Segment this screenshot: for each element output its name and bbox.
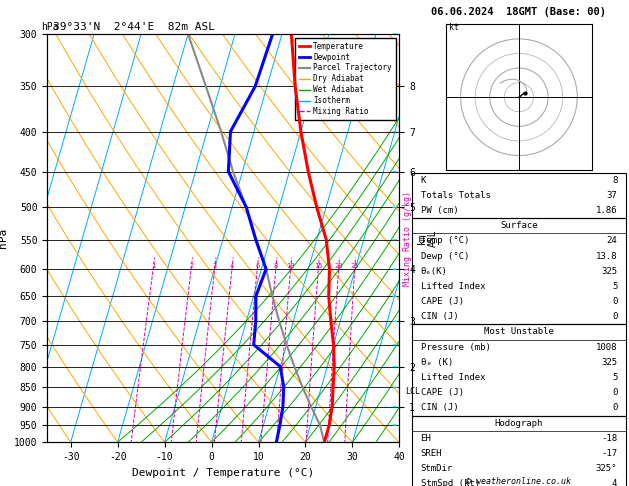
Text: K: K (421, 175, 426, 185)
Text: Lifted Index: Lifted Index (421, 282, 485, 291)
Text: -17: -17 (601, 449, 617, 458)
Text: 0: 0 (612, 403, 617, 413)
Text: 0: 0 (612, 388, 617, 397)
Text: 325: 325 (601, 267, 617, 276)
Y-axis label: hPa: hPa (0, 228, 8, 248)
Text: 37: 37 (606, 191, 617, 200)
Text: SREH: SREH (421, 449, 442, 458)
Text: Lifted Index: Lifted Index (421, 373, 485, 382)
Text: -18: -18 (601, 434, 617, 443)
Text: CAPE (J): CAPE (J) (421, 388, 464, 397)
Text: 20: 20 (335, 263, 343, 269)
Text: 3: 3 (213, 263, 217, 269)
Text: θₑ (K): θₑ (K) (421, 358, 453, 367)
Text: CAPE (J): CAPE (J) (421, 297, 464, 306)
Text: 8: 8 (274, 263, 278, 269)
Text: CIN (J): CIN (J) (421, 312, 458, 321)
Text: 0: 0 (612, 297, 617, 306)
Text: 2: 2 (189, 263, 193, 269)
Text: 0: 0 (612, 312, 617, 321)
Text: Temp (°C): Temp (°C) (421, 236, 469, 245)
Text: 15: 15 (314, 263, 323, 269)
Text: 06.06.2024  18GMT (Base: 00): 06.06.2024 18GMT (Base: 00) (431, 7, 606, 17)
Text: 24: 24 (606, 236, 617, 245)
Text: 8: 8 (612, 175, 617, 185)
Text: θₑ(K): θₑ(K) (421, 267, 447, 276)
Text: 1: 1 (151, 263, 155, 269)
Text: Pressure (mb): Pressure (mb) (421, 343, 491, 352)
Text: 1.86: 1.86 (596, 206, 617, 215)
Text: Totals Totals: Totals Totals (421, 191, 491, 200)
Text: PW (cm): PW (cm) (421, 206, 458, 215)
Legend: Temperature, Dewpoint, Parcel Trajectory, Dry Adiabat, Wet Adiabat, Isotherm, Mi: Temperature, Dewpoint, Parcel Trajectory… (295, 38, 396, 120)
X-axis label: Dewpoint / Temperature (°C): Dewpoint / Temperature (°C) (132, 468, 314, 478)
Text: 39°33'N  2°44'E  82m ASL: 39°33'N 2°44'E 82m ASL (53, 21, 216, 32)
Text: 10: 10 (286, 263, 295, 269)
Text: Surface: Surface (500, 221, 538, 230)
Text: 325: 325 (601, 358, 617, 367)
Text: 25: 25 (350, 263, 359, 269)
Text: Most Unstable: Most Unstable (484, 328, 554, 336)
Text: Hodograph: Hodograph (495, 418, 543, 428)
Text: 325°: 325° (596, 464, 617, 473)
Text: 4: 4 (230, 263, 234, 269)
Text: 6: 6 (255, 263, 259, 269)
Y-axis label: km
ASL: km ASL (416, 229, 438, 247)
Text: 1008: 1008 (596, 343, 617, 352)
Text: 4: 4 (612, 479, 617, 486)
Text: StmSpd (kt): StmSpd (kt) (421, 479, 480, 486)
Text: 5: 5 (612, 282, 617, 291)
Text: hPa: hPa (41, 21, 58, 32)
Text: Mixing Ratio (g/kg): Mixing Ratio (g/kg) (403, 191, 411, 286)
Text: 5: 5 (612, 373, 617, 382)
Text: Dewp (°C): Dewp (°C) (421, 252, 469, 260)
Text: StmDir: StmDir (421, 464, 453, 473)
Text: 13.8: 13.8 (596, 252, 617, 260)
Text: kt: kt (449, 23, 459, 32)
Text: CIN (J): CIN (J) (421, 403, 458, 413)
Text: LCL: LCL (405, 387, 420, 397)
Text: © weatheronline.co.uk: © weatheronline.co.uk (467, 476, 571, 486)
Text: EH: EH (421, 434, 431, 443)
